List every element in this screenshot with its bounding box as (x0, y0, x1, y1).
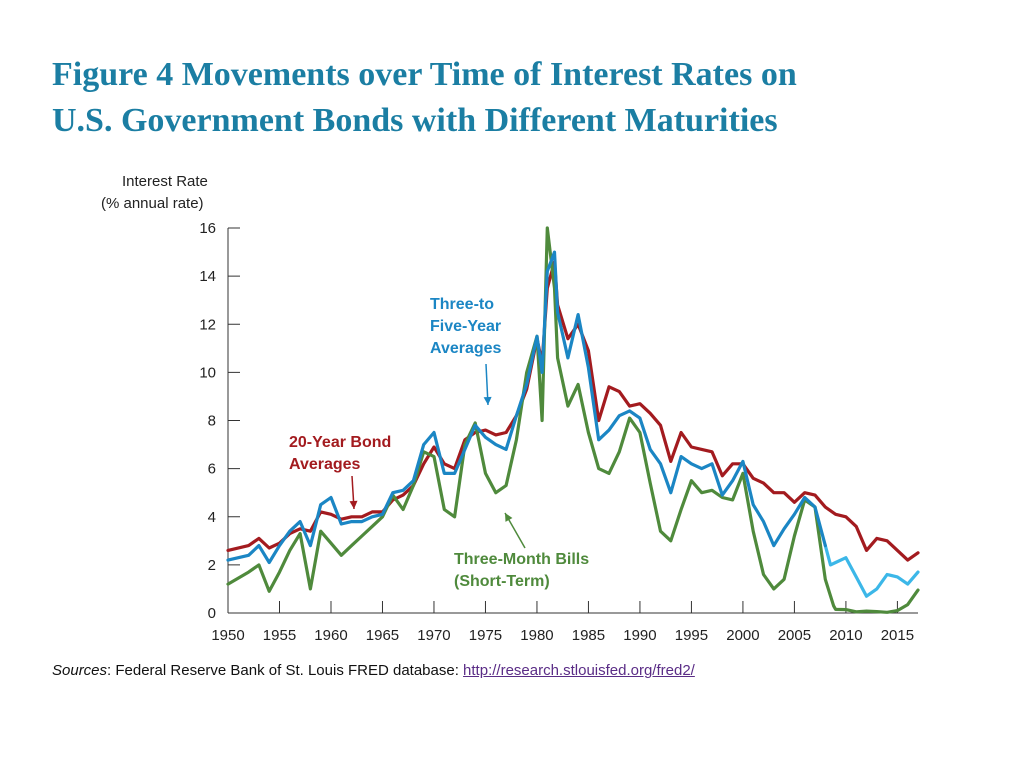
sources-label: Sources (52, 662, 108, 679)
annotation-bond20-line: Averages (289, 456, 361, 473)
interest-rate-chart: Interest Rate (% annual rate) 0 2 4 6 8 10 12 1… (101, 173, 920, 644)
x-tick-label: 2010 (829, 627, 862, 644)
sources-link[interactable]: http://research.stlouisfed.org/fred2/ (463, 662, 695, 679)
annotation-bills: Three-Month Bills (Short-Term) (454, 512, 589, 590)
annotation-five-year: Three-to Five-Year Averages (430, 296, 502, 406)
y-tick-label: 2 (208, 557, 216, 574)
series-line-bond20 (226, 260, 920, 562)
y-tick-label: 8 (208, 413, 216, 430)
series-lines (226, 226, 920, 614)
x-tick-label: 1950 (211, 627, 244, 644)
y-tick-label: 4 (208, 509, 216, 526)
x-tick-label: 1990 (623, 627, 656, 644)
annotation-bills-arrowhead (505, 513, 513, 522)
annotation-five-year-arrowhead (483, 396, 492, 405)
figure-title-line-1: Figure 4 Movements over Time of Interest… (52, 56, 797, 93)
x-tick-label: 1975 (469, 627, 502, 644)
axes: 0 2 4 6 8 10 12 14 16 1950 1955 1960 1965 1970 1975 198… (199, 220, 918, 644)
annotation-five-year-line: Five-Year (430, 318, 501, 335)
y-tick-label: 0 (208, 605, 216, 622)
x-tick-label: 1960 (314, 627, 347, 644)
x-tick-label: 1995 (675, 627, 708, 644)
y-axis-label-line-2: (% annual rate) (101, 195, 204, 212)
x-tick-label: 1965 (366, 627, 399, 644)
series-line-five-year-late (823, 544, 920, 598)
x-tick-label: 1980 (520, 627, 553, 644)
x-tick-label: 1985 (572, 627, 605, 644)
y-tick-label: 12 (199, 316, 216, 333)
y-tick-label: 6 (208, 461, 216, 478)
figure-title: Figure 4 Movements over Time of Interest… (52, 52, 992, 144)
sources-text: : Federal Reserve Bank of St. Louis FRED… (107, 662, 464, 679)
y-tick-label: 10 (199, 364, 216, 381)
annotation-bills-line: Three-Month Bills (454, 551, 589, 568)
x-tick-label: 1955 (263, 627, 296, 644)
x-tick-label: 2015 (881, 627, 914, 644)
annotation-bond20-arrowhead (349, 500, 358, 509)
x-tick-label: 2000 (726, 627, 759, 644)
annotation-bond20-line: 20-Year Bond (289, 434, 391, 451)
y-axis-label-line-1: Interest Rate (122, 173, 208, 190)
annotation-five-year-line: Averages (430, 340, 502, 357)
annotation-bond20: 20-Year Bond Averages (289, 434, 391, 510)
annotation-five-year-line: Three-to (430, 296, 494, 313)
figure-title-line-2: U.S. Government Bonds with Different Mat… (52, 102, 778, 139)
sources-note: Sources: Federal Reserve Bank of St. Lou… (52, 662, 695, 679)
y-tick-label: 14 (199, 268, 216, 285)
annotations: Three-to Five-Year Averages 20-Year Bond Ave… (289, 296, 589, 590)
series-line-five-year (226, 250, 827, 565)
x-tick-label: 1970 (417, 627, 450, 644)
x-tick-label: 2005 (778, 627, 811, 644)
annotation-bills-line: (Short-Term) (454, 573, 550, 590)
y-tick-label: 16 (199, 220, 216, 237)
